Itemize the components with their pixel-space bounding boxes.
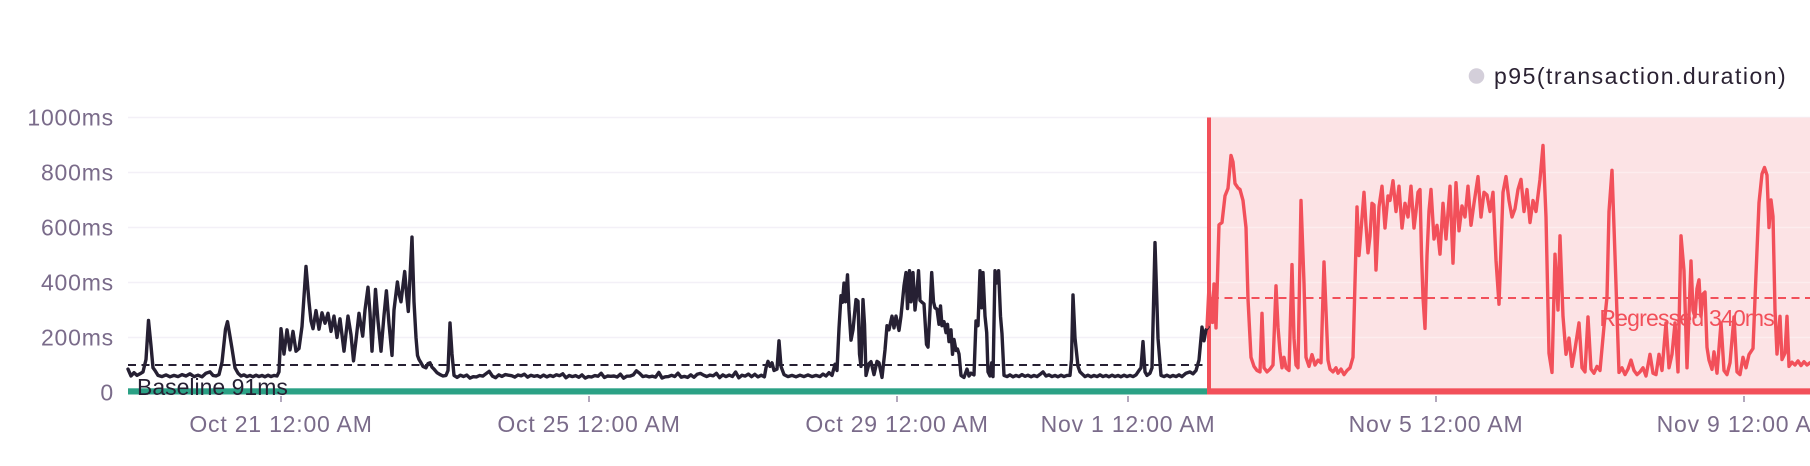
- svg-text:0: 0: [100, 380, 114, 406]
- svg-text:Oct 25 12:00 AM: Oct 25 12:00 AM: [497, 411, 680, 437]
- svg-text:Regressed 340ms: Regressed 340ms: [1599, 305, 1774, 331]
- svg-text:Baseline 91ms: Baseline 91ms: [137, 374, 288, 400]
- svg-text:Oct 21 12:00 AM: Oct 21 12:00 AM: [189, 411, 372, 437]
- svg-text:Nov 1 12:00 AM: Nov 1 12:00 AM: [1041, 411, 1216, 437]
- svg-text:600ms: 600ms: [41, 215, 114, 241]
- svg-text:800ms: 800ms: [41, 160, 114, 186]
- svg-text:400ms: 400ms: [41, 270, 114, 296]
- svg-text:Oct 29 12:00 AM: Oct 29 12:00 AM: [805, 411, 988, 437]
- svg-text:1000ms: 1000ms: [27, 105, 114, 131]
- svg-text:Nov 5 12:00 AM: Nov 5 12:00 AM: [1349, 411, 1524, 437]
- svg-text:p95(transaction.duration): p95(transaction.duration): [1494, 63, 1787, 89]
- svg-text:Nov 9 12:00 AM: Nov 9 12:00 AM: [1657, 411, 1810, 437]
- svg-text:200ms: 200ms: [41, 325, 114, 351]
